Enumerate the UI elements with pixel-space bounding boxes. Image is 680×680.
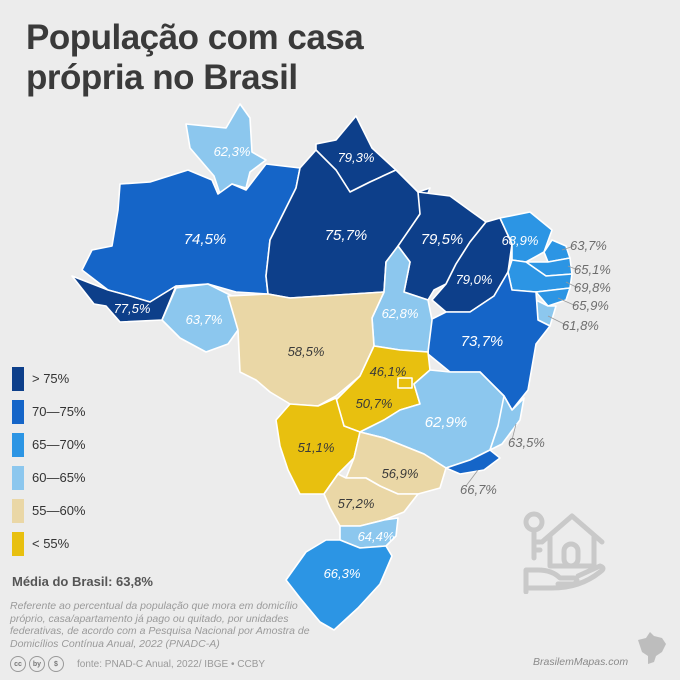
source-text: fonte: PNAD-C Anual, 2022/ IBGE • CCBY <box>77 658 266 670</box>
legend-item: 70—75% <box>12 395 85 428</box>
label-sp: 56,9% <box>382 466 419 481</box>
legend-swatch <box>12 531 24 556</box>
title-line-2: própria no Brasil <box>26 58 298 97</box>
map-legend: > 75% 70—75% 65—70% 60—65% 55—60% < 55% <box>12 362 85 560</box>
legend-item: < 55% <box>12 527 85 560</box>
label-ms: 51,1% <box>298 440 335 455</box>
label-rn: 63,7% <box>570 238 607 253</box>
label-ap: 79,3% <box>338 150 375 165</box>
label-pa: 75,7% <box>325 227 368 244</box>
legend-swatch <box>12 399 24 424</box>
label-mt: 58,5% <box>288 344 325 359</box>
brand-name: BrasilemMapas.com <box>533 656 629 668</box>
legend-swatch <box>12 465 24 490</box>
label-pb: 65,1% <box>574 262 611 277</box>
legend-item: > 75% <box>12 362 85 395</box>
state-rr[interactable] <box>185 103 267 195</box>
legend-label: < 55% <box>32 536 70 551</box>
state-ce[interactable] <box>499 211 553 263</box>
label-ce: 68,9% <box>502 233 539 248</box>
legend-label: > 75% <box>32 371 70 386</box>
legend-swatch <box>12 366 24 391</box>
label-ma: 79,5% <box>421 231 464 248</box>
state-es[interactable] <box>489 395 525 451</box>
state-rj[interactable] <box>445 449 501 475</box>
label-df: 46,1% <box>370 364 407 379</box>
legend-label: 60—65% <box>32 470 86 485</box>
by-icon: by <box>29 656 45 672</box>
national-average: Média do Brasil: 63,8% <box>12 574 153 589</box>
state-rn[interactable] <box>543 239 571 263</box>
brazil-logo-icon <box>638 632 666 664</box>
legend-label: 55—60% <box>32 503 86 518</box>
legend-item: 55—60% <box>12 494 85 527</box>
state-mt[interactable] <box>227 291 385 407</box>
label-am: 74,5% <box>184 231 227 248</box>
label-rr: 62,3% <box>214 144 251 159</box>
label-pr: 57,2% <box>338 496 375 511</box>
cc-icon: cc <box>10 656 26 672</box>
label-go: 50,7% <box>356 396 393 411</box>
label-to: 62,8% <box>382 306 419 321</box>
label-rs: 66,3% <box>324 566 361 581</box>
label-al: 65,9% <box>572 298 609 313</box>
label-ac: 77,5% <box>114 301 151 316</box>
legend-swatch <box>12 432 24 457</box>
nc-icon: $ <box>48 656 64 672</box>
legend-label: 70—75% <box>32 404 86 419</box>
leader-lines <box>465 245 579 487</box>
label-rj: 66,7% <box>460 482 497 497</box>
label-ba: 73,7% <box>461 333 504 350</box>
state-rs[interactable] <box>285 539 393 631</box>
label-sc: 64,4% <box>358 529 395 544</box>
house-key-icon <box>523 511 606 594</box>
title-line-1: População com casa <box>26 18 364 57</box>
legend-item: 60—65% <box>12 461 85 494</box>
methodology-note: Referente ao percentual da população que… <box>10 600 310 650</box>
legend-item: 65—70% <box>12 428 85 461</box>
legend-swatch <box>12 498 24 523</box>
label-ro: 63,7% <box>186 312 223 327</box>
label-pi: 79,0% <box>456 272 493 287</box>
state-al[interactable] <box>535 287 571 307</box>
state-df[interactable] <box>397 377 413 389</box>
label-pe: 69,8% <box>574 280 611 295</box>
page-title: População com casa própria no Brasil <box>26 18 364 98</box>
legend-label: 65—70% <box>32 437 86 452</box>
state-pr[interactable] <box>323 473 419 527</box>
label-mg: 62,9% <box>425 414 468 431</box>
label-es: 63,5% <box>508 435 545 450</box>
label-se: 61,8% <box>562 318 599 333</box>
footer: cc by $ fonte: PNAD-C Anual, 2022/ IBGE … <box>10 656 265 672</box>
